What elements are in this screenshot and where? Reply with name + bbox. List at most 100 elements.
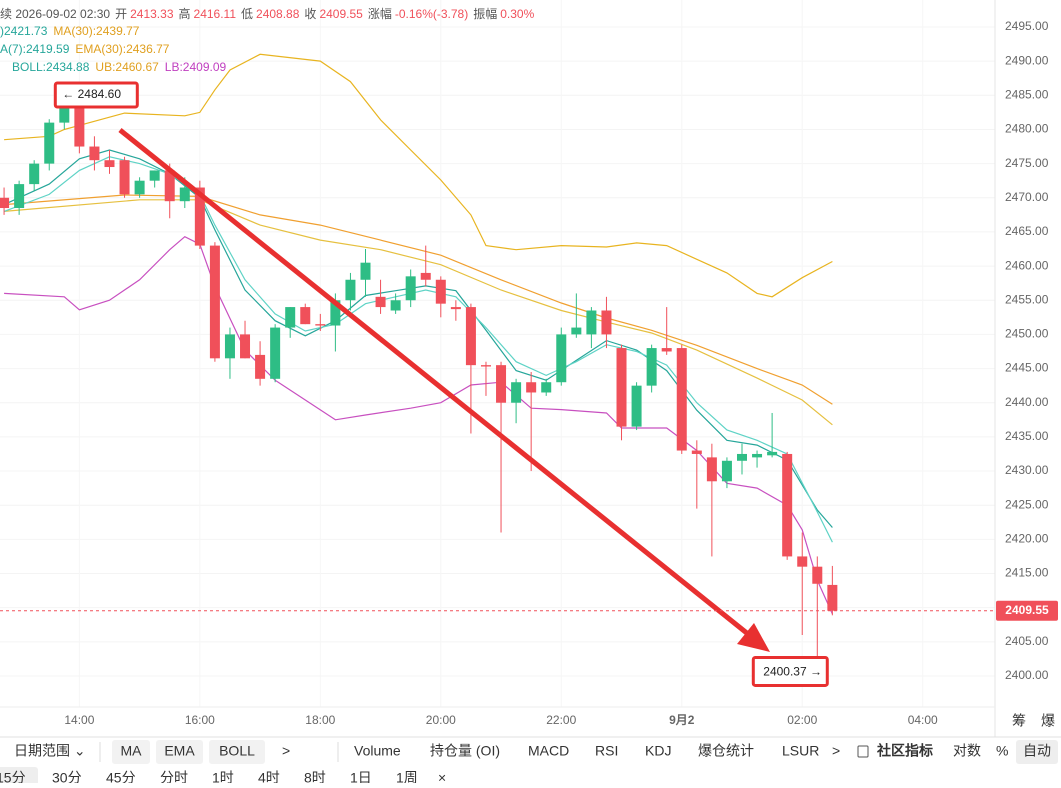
high-label-box: [53, 81, 139, 109]
arrow-shaft: [118, 128, 750, 636]
interval-button[interactable]: 45分: [106, 770, 136, 786]
candle-body: [691, 450, 702, 454]
y-tick-label: 2465.00: [1005, 224, 1049, 238]
candle-body: [164, 170, 175, 202]
candle-body: [240, 334, 251, 359]
legend-entry: MA(30):2439.77: [53, 24, 139, 38]
x-tick-label: 9月2: [669, 713, 695, 727]
indicator-button[interactable]: KDJ: [645, 743, 671, 759]
info-value: 2413.33: [130, 7, 174, 21]
info-key: 涨幅: [368, 6, 392, 21]
info-value: 2408.88: [256, 7, 300, 21]
ohlc-info: 续 2026-09-02 02:30 开 2413.33 高 2416.11 低 2408.…: [0, 6, 535, 21]
candle-body: [285, 307, 296, 328]
indicator-line: [4, 235, 833, 615]
candle-body: [631, 385, 642, 427]
community[interactable]: 社区指标: [876, 743, 933, 759]
indicator-button[interactable]: RSI: [595, 743, 618, 759]
date-range[interactable]: 日期范围 ⌄: [14, 743, 86, 759]
candle-body: [736, 453, 747, 461]
y-tick-label: 2485.00: [1005, 87, 1049, 101]
indicator-button[interactable]: MACD: [528, 743, 569, 759]
candle-body: [420, 272, 431, 280]
legend-entry: )2421.73: [0, 24, 48, 38]
auto-bg: [1016, 740, 1058, 764]
overlay-button[interactable]: MA: [121, 743, 143, 759]
candle-body: [812, 566, 823, 584]
arrow-head: [737, 623, 770, 652]
y-tick-label: 2470.00: [1005, 190, 1049, 204]
y-tick-label: 2460.00: [1005, 258, 1049, 272]
low-label-box: [751, 655, 829, 687]
candle-body: [89, 146, 100, 161]
interval-button[interactable]: ×: [438, 770, 446, 786]
y-tick-label: 2425.00: [1005, 497, 1049, 511]
interval-button[interactable]: 4时: [258, 770, 280, 786]
candle-body: [496, 365, 507, 403]
y-tick-label: 2490.00: [1005, 53, 1049, 67]
interval-button[interactable]: 1周: [396, 770, 418, 786]
indicator-button[interactable]: LSUR: [782, 743, 819, 759]
candle-body: [104, 160, 115, 168]
candle-body: [390, 300, 401, 311]
indicator-legend: BOLL:2434.88 UB:2460.67 LB:2409.09: [12, 60, 227, 74]
legend-entry: EMA(30):2436.77: [75, 42, 169, 56]
candle-body: [360, 262, 371, 280]
info-key: 开: [115, 7, 127, 21]
percent-toggle[interactable]: %: [996, 743, 1008, 759]
x-tick-label: 16:00: [185, 713, 215, 727]
indicator-button[interactable]: Volume: [354, 743, 401, 759]
candle-body: [134, 180, 145, 195]
info-key: 低: [241, 7, 253, 21]
axis-tool[interactable]: 筹: [1012, 713, 1026, 729]
candle-body: [676, 348, 687, 451]
interval-active-bg: [0, 767, 38, 787]
indicator-legend: A(7):2419.59 EMA(30):2436.77: [0, 42, 170, 56]
candle-body: [119, 160, 130, 195]
interval-button[interactable]: 1时: [212, 770, 234, 786]
candle-body: [480, 365, 491, 367]
indicator-button[interactable]: 持仓量 (OI): [430, 743, 500, 759]
y-tick-label: 2445.00: [1005, 361, 1049, 375]
candle-body: [782, 453, 793, 557]
x-tick-label: 02:00: [787, 713, 817, 727]
candle-body: [586, 310, 597, 335]
trend-arrow: [118, 128, 770, 652]
interval-button[interactable]: 8时: [304, 770, 326, 786]
info-value: 2409.55: [319, 7, 363, 21]
info-value: 2416.11: [194, 7, 237, 21]
indicator-line: [3, 156, 833, 543]
overlay-button-bg: [209, 740, 265, 764]
interval-button[interactable]: 30分: [52, 770, 82, 786]
interval-button[interactable]: 分时: [160, 770, 188, 786]
candle-body: [661, 348, 672, 352]
interval-button[interactable]: 1日: [350, 770, 372, 786]
y-tick-label: 2480.00: [1005, 122, 1049, 136]
auto-toggle[interactable]: 自动: [1023, 743, 1051, 759]
log-toggle[interactable]: 对数: [953, 743, 981, 759]
y-tick-label: 2420.00: [1005, 532, 1049, 546]
candle-body: [721, 460, 732, 482]
y-tick-label: 2440.00: [1005, 395, 1049, 409]
candle-body: [752, 453, 763, 458]
last-price-box: [996, 600, 1058, 621]
candle-body: [541, 382, 552, 393]
interval-button[interactable]: 15分: [0, 770, 26, 786]
low-label: 2400.37 →: [763, 665, 822, 679]
indicator-button[interactable]: 爆仓统计: [698, 743, 754, 759]
y-tick-label: 2405.00: [1005, 634, 1049, 648]
overlay-button[interactable]: BOLL: [219, 743, 255, 759]
overlay-button[interactable]: EMA: [164, 743, 195, 759]
candle-body: [571, 327, 582, 335]
candle-body: [646, 348, 657, 386]
legend-entry: UB:2460.67: [95, 60, 159, 74]
more[interactable]: >: [282, 743, 290, 759]
axis-tool[interactable]: 爆: [1041, 713, 1055, 729]
candle-body: [797, 556, 808, 567]
more[interactable]: >: [832, 743, 840, 759]
candle-body: [209, 245, 220, 359]
last-price-label: 2409.55: [1005, 603, 1049, 617]
candle-body: [450, 307, 461, 310]
x-tick-label: 14:00: [64, 713, 94, 727]
